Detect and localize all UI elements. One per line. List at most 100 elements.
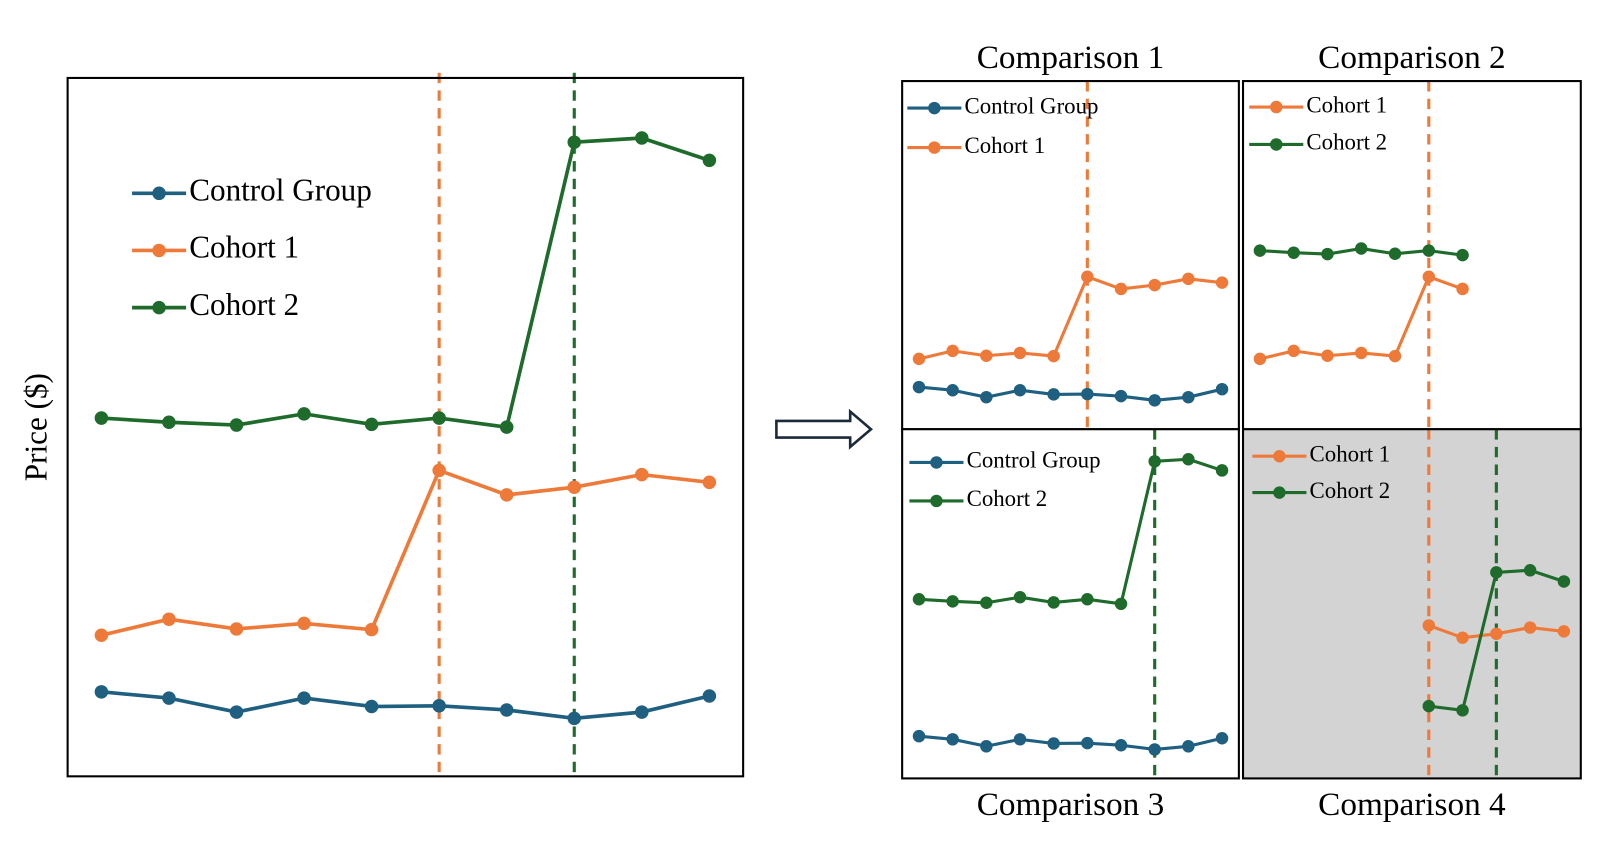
data-point	[946, 344, 959, 358]
data-point	[229, 622, 244, 636]
legend-label: Cohort 2	[1306, 130, 1387, 155]
data-point	[1456, 282, 1469, 296]
data-point	[1148, 278, 1161, 292]
data-point	[946, 733, 959, 746]
data-point	[1081, 736, 1094, 750]
data-point	[1321, 247, 1334, 261]
data-point	[297, 691, 311, 705]
legend-label: Cohort 1	[1310, 441, 1391, 466]
data-point	[1047, 737, 1060, 750]
data-point	[162, 691, 176, 705]
data-point	[946, 383, 959, 397]
data-point	[980, 390, 993, 404]
data-point	[229, 705, 244, 719]
data-point	[702, 689, 717, 703]
data-point	[1013, 590, 1027, 604]
data-point	[1355, 242, 1368, 255]
data-point	[1456, 704, 1469, 717]
legend-marker	[152, 243, 166, 258]
data-point	[1148, 394, 1161, 407]
y-axis-label: Price ($)	[19, 373, 54, 481]
series-line	[918, 275, 1223, 361]
legend-label: Cohort 2	[189, 287, 299, 322]
data-point	[1081, 387, 1094, 401]
arrow	[775, 408, 873, 450]
data-point	[980, 740, 993, 753]
plot-frame	[1241, 428, 1582, 780]
data-point	[567, 135, 582, 149]
legend-label: Cohort 1	[189, 230, 299, 265]
legend-marker	[1270, 100, 1283, 114]
data-point	[94, 411, 109, 425]
legend-marker	[1273, 486, 1286, 499]
data-point	[1287, 344, 1300, 358]
data-point	[635, 467, 649, 482]
data-point	[432, 411, 446, 425]
legend-label: Cohort 1	[1306, 92, 1387, 117]
legend-label: Control Group	[967, 448, 1101, 473]
data-point	[297, 407, 311, 421]
data-point	[1114, 282, 1128, 296]
data-point	[162, 612, 176, 626]
panel-title: Comparison 3	[977, 786, 1165, 823]
legend-label: Control Group	[965, 93, 1099, 118]
data-point	[1215, 382, 1229, 396]
data-point	[94, 685, 109, 699]
series-line	[101, 690, 710, 721]
data-point	[432, 463, 446, 478]
data-point	[1523, 564, 1537, 577]
data-point	[980, 349, 993, 362]
data-point	[499, 488, 514, 502]
data-point	[912, 380, 926, 394]
data-point	[94, 628, 109, 643]
data-point	[1148, 743, 1161, 756]
series-line	[918, 385, 1223, 402]
data-point	[1490, 627, 1503, 641]
data-point	[1013, 733, 1027, 746]
data-point	[1557, 625, 1571, 638]
data-point	[229, 418, 244, 432]
data-point	[1422, 270, 1436, 283]
panel-title: Comparison 1	[977, 39, 1165, 76]
data-point	[1253, 244, 1267, 257]
legend-label: Control Group	[189, 172, 372, 207]
data-point	[1047, 388, 1060, 401]
series-line	[101, 136, 710, 429]
data-point	[1490, 566, 1503, 579]
data-point	[297, 616, 311, 631]
data-point	[1114, 738, 1128, 752]
plot-area	[1243, 429, 1581, 779]
data-point	[1182, 390, 1195, 404]
data-point	[912, 352, 926, 366]
data-point	[364, 699, 379, 714]
data-point	[1182, 272, 1195, 286]
data-point	[1182, 453, 1195, 466]
data-point	[162, 415, 176, 430]
data-point	[1215, 732, 1229, 745]
data-point	[1456, 248, 1469, 262]
data-point	[1081, 593, 1094, 606]
data-point	[912, 729, 926, 743]
data-point	[1182, 740, 1195, 753]
data-point	[567, 711, 582, 726]
data-point	[1215, 276, 1229, 289]
data-point	[1388, 349, 1402, 363]
data-point	[364, 622, 379, 637]
data-point	[1355, 346, 1368, 360]
data-point	[1422, 619, 1436, 632]
legend-marker	[1270, 138, 1283, 151]
data-point	[1422, 699, 1436, 713]
data-point	[1557, 575, 1571, 588]
legend-marker	[1273, 450, 1286, 463]
data-point	[1215, 464, 1229, 477]
data-point	[1456, 631, 1469, 644]
data-point	[1422, 244, 1436, 257]
plot-frame	[66, 76, 745, 778]
data-point	[912, 593, 926, 606]
data-point	[1013, 383, 1027, 397]
data-point	[499, 703, 514, 717]
data-point	[1388, 247, 1402, 260]
panel-title: Comparison 4	[1318, 786, 1506, 823]
data-point	[499, 420, 514, 434]
